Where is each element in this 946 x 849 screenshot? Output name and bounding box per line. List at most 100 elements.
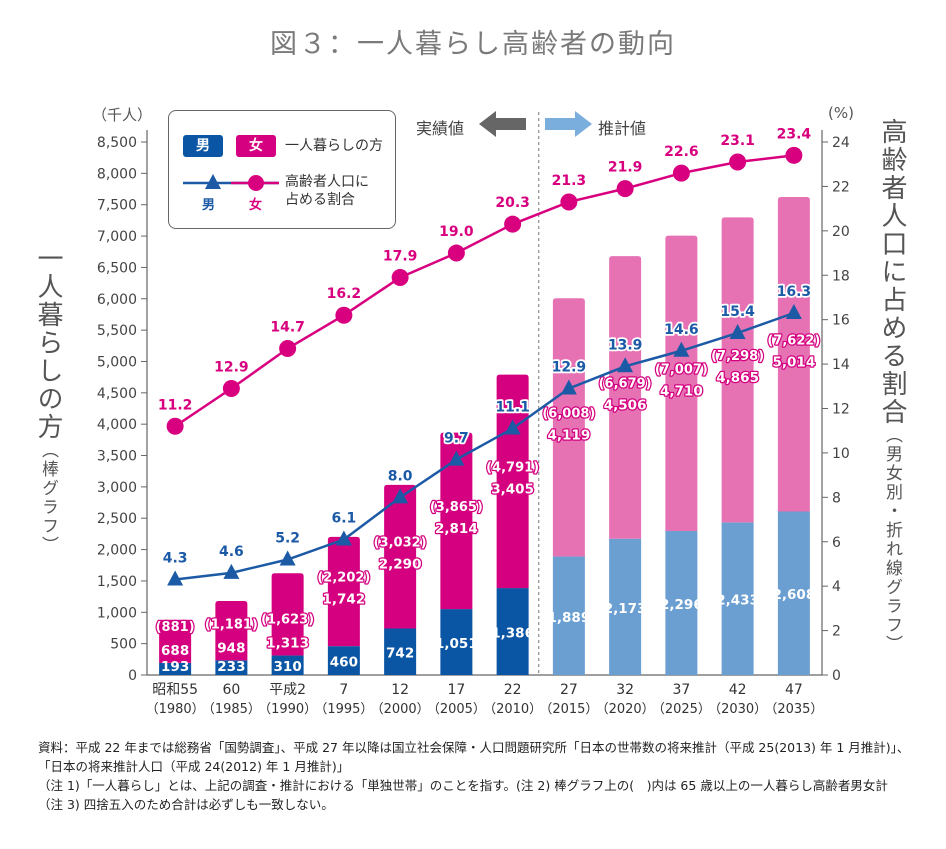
bar-male bbox=[159, 662, 192, 675]
left-tick-label: 8,500 bbox=[97, 135, 137, 151]
line-male-label: 14.6 bbox=[664, 322, 699, 338]
bar-male bbox=[327, 646, 360, 675]
bar-total-label: (1,623) bbox=[261, 613, 314, 628]
right-axis-label: 高齢者人口に占める割合（男女別・折れ線グラフ） bbox=[874, 118, 911, 654]
line-male-point bbox=[785, 304, 802, 320]
line-male-label: 4.6 bbox=[219, 544, 244, 560]
bar-male bbox=[384, 628, 417, 675]
x-tick-label: 47 bbox=[785, 682, 803, 698]
bar-male-label: 310 bbox=[274, 659, 302, 675]
bar-female-label: 1,742 bbox=[323, 592, 366, 608]
x-tick-label: 60 bbox=[222, 682, 240, 698]
left-tick-label: 500 bbox=[110, 637, 137, 653]
x-tick-label: 平成2 bbox=[269, 682, 306, 698]
bar-female-label: 948 bbox=[217, 640, 245, 656]
bar-male bbox=[552, 556, 585, 675]
left-axis-label: 一人暮らしの方（棒グラフ） bbox=[30, 245, 67, 555]
bar-male bbox=[665, 531, 698, 675]
bar-female bbox=[215, 600, 248, 661]
line-female-label: 11.2 bbox=[158, 397, 193, 413]
legend-female-box: 女 bbox=[236, 135, 276, 157]
line-female-point bbox=[166, 417, 184, 435]
legend-bar-label: 一人暮らしの方 bbox=[285, 138, 383, 154]
bar-male bbox=[440, 609, 473, 675]
left-tick-label: 0 bbox=[128, 668, 137, 684]
line-male-label: 6.1 bbox=[331, 511, 356, 527]
bar-female bbox=[440, 432, 473, 610]
right-tick-label: 6 bbox=[832, 535, 841, 551]
legend: 男 女 一人暮らしの方 高齢者人口に 占める割合 男 女 bbox=[168, 110, 396, 229]
right-tick-label: 18 bbox=[832, 268, 850, 284]
left-tick-label: 5,000 bbox=[97, 354, 137, 370]
right-tick-label: 24 bbox=[832, 135, 850, 151]
bar-female-label: 4,710 bbox=[660, 383, 703, 399]
bar-total-label: (3,865) bbox=[430, 500, 483, 515]
bar-female bbox=[665, 235, 698, 532]
line-female-point bbox=[672, 164, 690, 182]
bar-total-label: (3,032) bbox=[374, 536, 427, 551]
note-line-1: 資料：平成 22 年までは総務省「国勢調査」、平成 27 年以降は国立社会保障・… bbox=[38, 740, 910, 755]
left-axis-unit: （千人） bbox=[92, 106, 153, 124]
line-male-point bbox=[392, 488, 409, 504]
left-tick-label: 1,000 bbox=[97, 605, 137, 621]
line-female-label: 12.9 bbox=[214, 360, 249, 376]
line-male-label: 9.7 bbox=[444, 431, 469, 447]
bar-female-label: 2,290 bbox=[379, 557, 422, 573]
legend-line-female-label: 女 bbox=[249, 198, 263, 213]
line-female-label: 22.6 bbox=[664, 144, 699, 160]
x-tick-sublabel: （2005） bbox=[427, 702, 486, 717]
line-male-label: 12.9 bbox=[552, 360, 587, 376]
bar-female-label: 4,506 bbox=[604, 397, 647, 413]
x-tick-sublabel: （2015） bbox=[539, 702, 598, 717]
bar-male bbox=[609, 538, 642, 675]
line-female-point bbox=[560, 193, 578, 211]
bar-total-label: (2,202) bbox=[317, 571, 370, 586]
right-tick-label: 22 bbox=[832, 179, 850, 195]
chart-title: 図３：一人暮らし高齢者の動向 bbox=[270, 29, 676, 60]
bar-female bbox=[384, 484, 417, 629]
x-tick-sublabel: （2020） bbox=[596, 702, 655, 717]
x-tick-label: 12 bbox=[391, 682, 409, 698]
bar-male-label: 1,889 bbox=[548, 610, 591, 626]
right-tick-label: 12 bbox=[832, 402, 850, 418]
bar-male bbox=[215, 660, 248, 675]
line-male-point bbox=[673, 341, 690, 357]
line-female-point bbox=[391, 268, 409, 286]
right-tick-label: 4 bbox=[832, 579, 841, 595]
left-tick-label: 1,500 bbox=[97, 574, 137, 590]
left-tick-label: 3,500 bbox=[97, 449, 137, 465]
left-axis-label-sub: （棒グラフ） bbox=[38, 441, 58, 555]
bar-female-label: 3,405 bbox=[491, 481, 534, 497]
bar-total-label: (4,791) bbox=[486, 460, 539, 475]
bar-male-label: 742 bbox=[386, 646, 414, 662]
line-male-point bbox=[335, 530, 352, 546]
right-tick-label: 20 bbox=[832, 224, 850, 240]
bar-female-label: 4,119 bbox=[548, 427, 591, 443]
bar-female bbox=[159, 619, 192, 663]
left-axis-label-main: 一人暮らしの方 bbox=[33, 245, 63, 441]
bar-male bbox=[777, 511, 810, 675]
right-axis-unit: (%) bbox=[828, 104, 854, 122]
bar-female-label: 5,014 bbox=[773, 354, 816, 370]
line-male-point bbox=[504, 419, 521, 435]
x-tick-sublabel: （2035） bbox=[764, 702, 823, 717]
bar-total-label: (7,622) bbox=[767, 333, 820, 348]
x-tick-label: 42 bbox=[729, 682, 747, 698]
right-axis-label-main: 高齢者人口に占める割合 bbox=[877, 118, 907, 426]
note-line-3: （注 1)「一人暮らし」とは、上記の調査・推計における「単独世帯」のことを指す。… bbox=[38, 778, 888, 793]
bar-female bbox=[552, 298, 585, 557]
bar-male-label: 2,173 bbox=[604, 601, 647, 617]
bar-female-label: 4,865 bbox=[716, 370, 759, 386]
left-tick-label: 6,000 bbox=[97, 292, 137, 308]
bar-total-label: (7,007) bbox=[655, 362, 708, 377]
x-tick-sublabel: （1985） bbox=[202, 702, 261, 717]
right-tick-label: 10 bbox=[832, 446, 850, 462]
left-tick-label: 2,000 bbox=[97, 543, 137, 559]
bar-male-label: 1,051 bbox=[435, 636, 478, 652]
bar-male-label: 233 bbox=[217, 659, 245, 675]
line-female-point bbox=[222, 380, 240, 398]
line-female-point bbox=[447, 244, 465, 262]
bar-total-label: (7,298) bbox=[711, 349, 764, 364]
left-tick-label: 2,500 bbox=[97, 511, 137, 527]
